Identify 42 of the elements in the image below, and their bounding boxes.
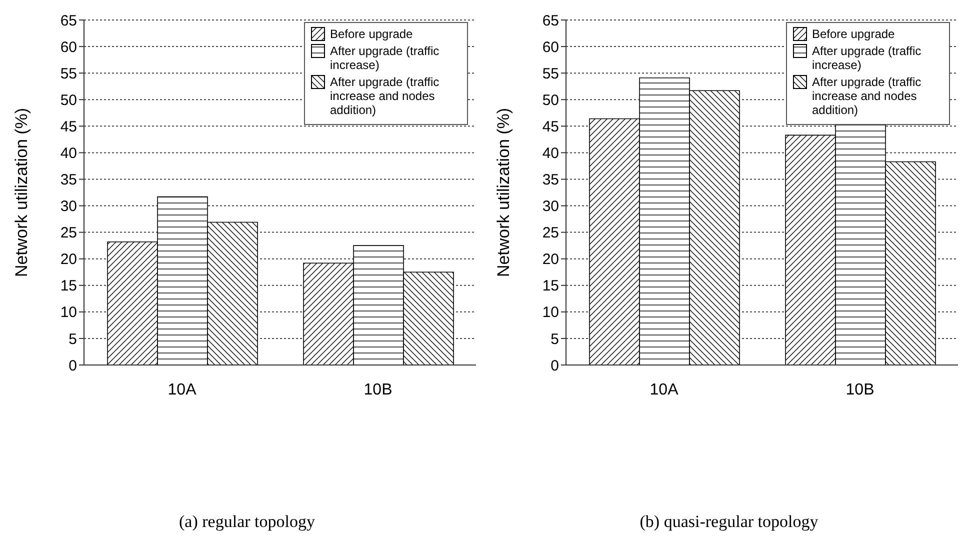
y-tick-label: 30 bbox=[60, 198, 77, 216]
y-tick-label: 0 bbox=[68, 357, 77, 374]
y-tick-label: 5 bbox=[550, 330, 559, 348]
legend-label: After upgrade (traffic increase) bbox=[812, 44, 922, 72]
y-tick-label: 10 bbox=[60, 304, 77, 322]
y-tick-label: 5 bbox=[68, 330, 77, 348]
y-tick-label: 40 bbox=[60, 145, 77, 162]
text: (b) quasi-regular topology bbox=[638, 512, 820, 532]
legend-label: Before upgrade bbox=[330, 27, 413, 41]
y-tick-label: 35 bbox=[542, 172, 559, 189]
y-tick-label: 45 bbox=[542, 118, 559, 136]
y-tick-label: 45 bbox=[60, 118, 77, 136]
y-tick-label: 15 bbox=[542, 278, 559, 295]
legend-label: After upgrade (traffic increase and nodes addition) bbox=[812, 75, 922, 117]
y-tick-label: 40 bbox=[542, 145, 559, 162]
y-tick-label: 0 bbox=[550, 357, 559, 374]
y-tick-label: 65 bbox=[542, 12, 559, 30]
y-tick-label: 60 bbox=[60, 38, 77, 56]
y-axis-title: Network utilization (%) bbox=[12, 108, 32, 278]
y-tick-label: 25 bbox=[542, 224, 559, 242]
x-tick-label: 10A bbox=[168, 381, 197, 398]
legend-label: After upgrade (traffic increase and nodes addition) bbox=[330, 75, 440, 117]
y-tick-label: 30 bbox=[542, 198, 559, 216]
y-tick-label: 60 bbox=[542, 38, 559, 56]
y-tick-label: 10 bbox=[542, 304, 559, 322]
y-tick-label: 35 bbox=[60, 172, 77, 189]
y-tick-label: 55 bbox=[60, 65, 77, 82]
y-tick-label: 65 bbox=[60, 12, 77, 30]
y-tick-label: 15 bbox=[60, 278, 77, 295]
y-tick-label: 55 bbox=[542, 65, 559, 82]
y-tick-label: 20 bbox=[542, 251, 559, 268]
y-tick-label: 20 bbox=[60, 251, 77, 268]
y-tick-label: 50 bbox=[542, 92, 559, 109]
x-tick-label: 10A bbox=[650, 381, 679, 398]
y-tick-label: 50 bbox=[60, 92, 77, 109]
legend-label: Before upgrade bbox=[812, 27, 895, 41]
x-tick-label: 10B bbox=[364, 381, 392, 398]
legend-label: After upgrade (traffic increase) bbox=[330, 44, 440, 72]
x-tick-label: 10B bbox=[846, 381, 874, 398]
y-tick-label: 25 bbox=[60, 224, 77, 242]
text: (a) regular topology bbox=[178, 512, 316, 532]
y-axis-title: Network utilization (%) bbox=[494, 108, 514, 278]
